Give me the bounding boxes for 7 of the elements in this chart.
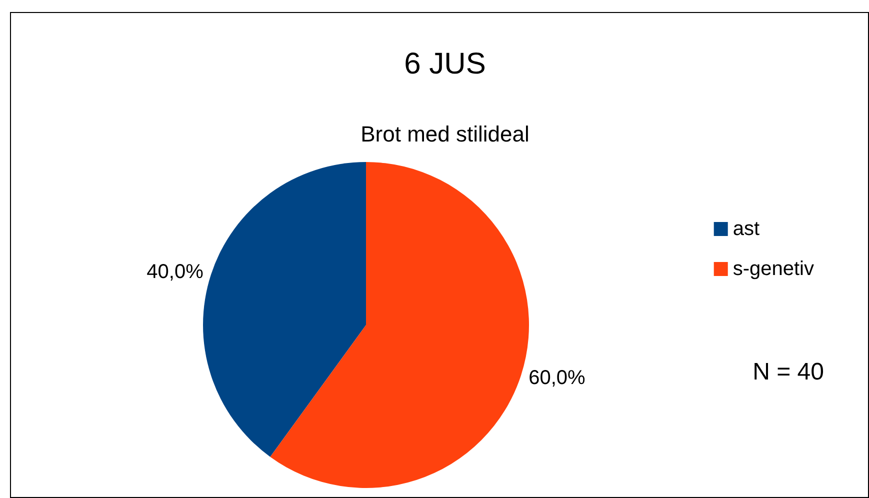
data-label: 40,0% (146, 261, 204, 284)
text: N = 40 (752, 358, 824, 386)
chart-title: 6 JUS (404, 48, 486, 80)
data-label: 60,0% (528, 366, 586, 389)
chart-subtitle: Brot med stilideal (360, 122, 530, 146)
legend-label: ast (732, 218, 760, 240)
legend-label: s-genetiv (732, 258, 814, 280)
